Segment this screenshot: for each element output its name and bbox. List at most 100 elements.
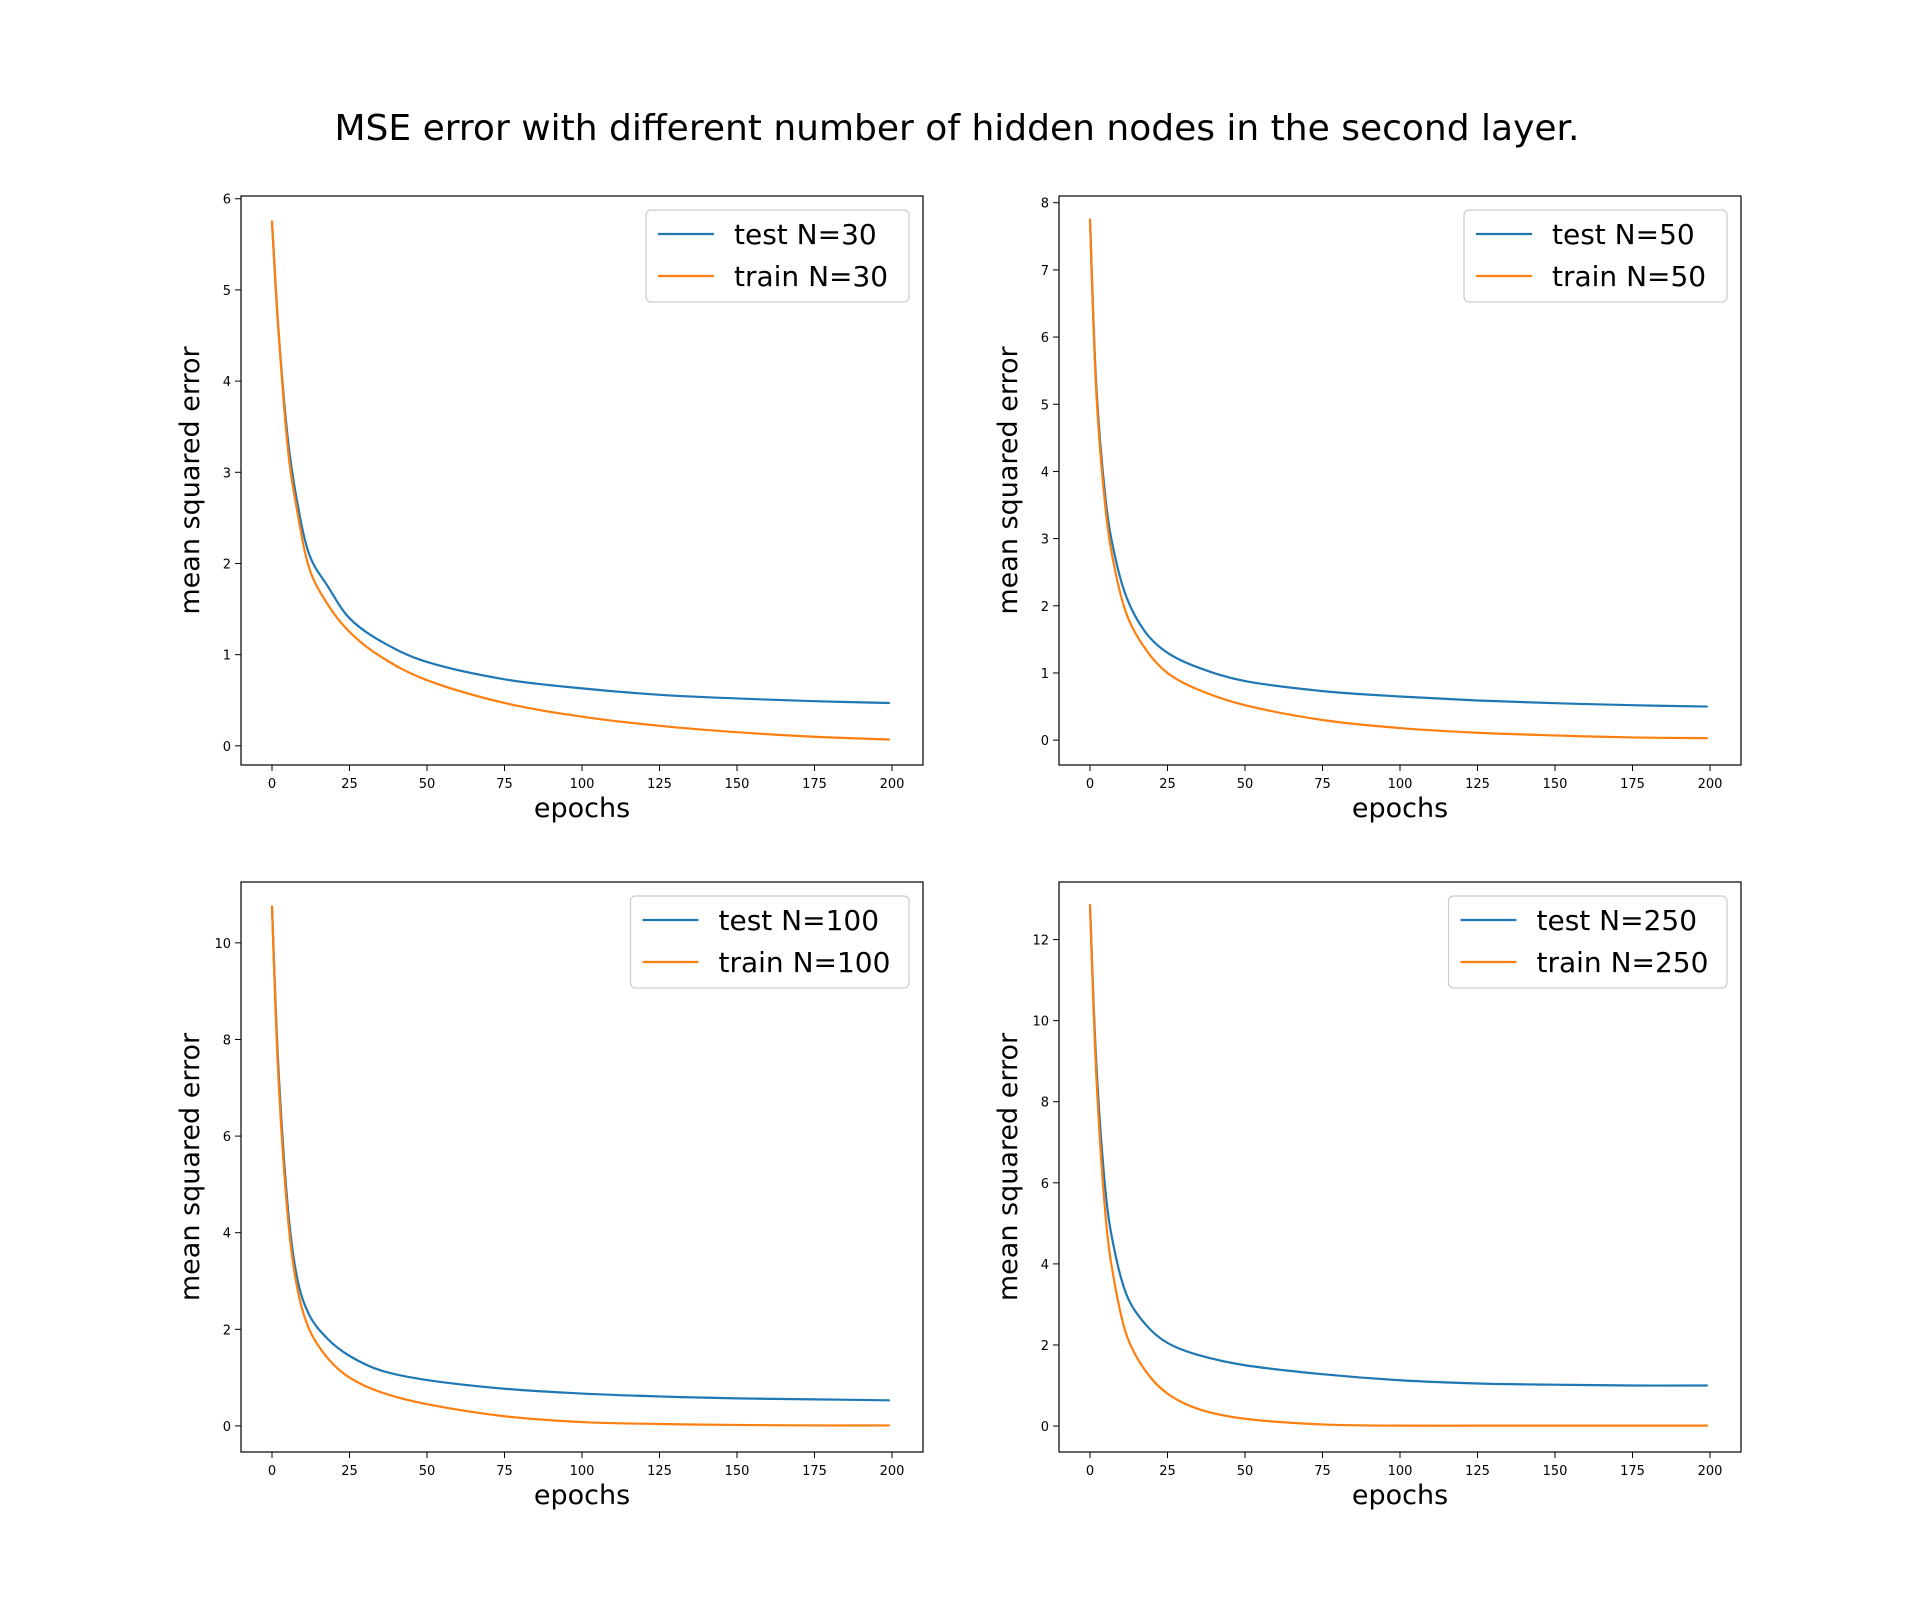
x-tick-label: 25 [1159, 777, 1176, 792]
x-tick-label: 200 [1698, 1464, 1723, 1479]
x-tick-label: 100 [570, 1464, 595, 1479]
x-tick-label: 125 [1465, 777, 1490, 792]
x-tick-label: 50 [1237, 1464, 1254, 1479]
x-tick-label: 175 [802, 1464, 827, 1479]
x-tick-label: 175 [802, 777, 827, 792]
x-tick-label: 100 [1388, 1464, 1413, 1479]
y-tick-label: 3 [1041, 533, 1049, 548]
y-axis-label: mean squared error [993, 345, 1024, 614]
series-line-train [270, 220, 890, 741]
series-group [1088, 218, 1708, 740]
y-tick-label: 1 [223, 649, 231, 664]
subplot-4: 0 25 50 75 100 125 150 175 200 0 2 4 6 8 10 12 epochs mea… [993, 881, 1742, 1511]
y-axis-label: mean squared error [175, 1032, 206, 1301]
legend-label-test: test N=30 [734, 218, 877, 251]
legend: test N=50 train N=50 [1463, 209, 1728, 303]
y-tick-label: 0 [1041, 734, 1049, 749]
legend-label-test: test N=250 [1537, 904, 1698, 937]
x-tick-label: 100 [570, 777, 595, 792]
y-axis-label: mean squared error [175, 345, 206, 614]
x-tick-label: 25 [1159, 1464, 1176, 1479]
x-tick-label: 25 [341, 777, 358, 792]
x-tick-label: 200 [880, 1464, 905, 1479]
subplot-2: 0 25 50 75 100 125 150 175 200 0 1 2 3 4 5 6 7 8 epochs mea… [993, 195, 1742, 824]
x-axis-label: epochs [1352, 793, 1448, 824]
y-tick-label: 4 [1041, 465, 1049, 480]
x-tick-label: 175 [1620, 777, 1645, 792]
x-tick-label: 175 [1620, 1464, 1645, 1479]
y-tick-label: 8 [1041, 197, 1049, 212]
figure-title: MSE error with different number of hidde… [335, 108, 1580, 149]
y-tick-label: 6 [1041, 1177, 1049, 1192]
y-tick-label: 7 [1041, 264, 1049, 279]
x-tick-label: 150 [1543, 1464, 1568, 1479]
x-tick-label: 75 [1314, 777, 1331, 792]
y-tick-label: 0 [223, 740, 231, 755]
y-tick-label: 12 [1032, 934, 1049, 949]
x-tick-label: 200 [1698, 777, 1723, 792]
series-group [270, 905, 890, 1427]
x-axis-label: epochs [1352, 1480, 1448, 1511]
y-tick-label: 8 [223, 1033, 231, 1048]
series-line-test [1088, 904, 1708, 1387]
x-tick-label: 0 [1086, 1464, 1094, 1479]
legend-label-train: train N=100 [719, 946, 891, 979]
x-tick-label: 200 [880, 777, 905, 792]
legend: test N=100 train N=100 [629, 895, 910, 989]
x-tick-label: 75 [1314, 1464, 1331, 1479]
y-tick-label: 2 [1041, 600, 1049, 615]
x-tick-label: 125 [647, 777, 672, 792]
legend-label-train: train N=30 [734, 260, 888, 293]
y-tick-label: 2 [223, 1323, 231, 1338]
x-tick-label: 0 [1086, 777, 1094, 792]
x-tick-label: 75 [496, 777, 513, 792]
x-tick-label: 75 [496, 1464, 513, 1479]
y-tick-label: 1 [1041, 667, 1049, 682]
x-tick-label: 50 [1237, 777, 1254, 792]
y-tick-label: 4 [223, 1227, 231, 1242]
x-axis-label: epochs [534, 793, 630, 824]
y-tick-label: 3 [223, 466, 231, 481]
y-tick-label: 6 [1041, 331, 1049, 346]
y-tick-label: 0 [1041, 1420, 1049, 1435]
x-tick-label: 50 [419, 777, 436, 792]
legend-box [629, 895, 910, 989]
y-tick-label: 10 [214, 937, 231, 952]
x-tick-label: 150 [725, 777, 750, 792]
y-tick-label: 10 [1032, 1015, 1049, 1030]
x-tick-label: 150 [1543, 777, 1568, 792]
y-tick-label: 2 [1041, 1339, 1049, 1354]
series-line-train [270, 905, 890, 1427]
y-tick-label: 5 [223, 284, 231, 299]
legend-label-train: train N=50 [1552, 260, 1706, 293]
series-group [270, 220, 890, 741]
y-axis-label: mean squared error [993, 1032, 1024, 1301]
subplot-1: 0 25 50 75 100 125 150 175 200 0 1 2 3 4 5 6 epochs mean … [175, 193, 924, 824]
legend: test N=30 train N=30 [645, 209, 910, 303]
y-tick-label: 0 [223, 1420, 231, 1435]
y-tick-label: 4 [223, 375, 231, 390]
legend-label-train: train N=250 [1537, 946, 1709, 979]
y-tick-label: 2 [223, 557, 231, 572]
x-tick-label: 125 [1465, 1464, 1490, 1479]
series-line-train [1088, 218, 1708, 740]
x-tick-label: 125 [647, 1464, 672, 1479]
legend-label-test: test N=50 [1552, 218, 1695, 251]
legend-box [1447, 895, 1728, 989]
y-tick-label: 6 [223, 1130, 231, 1145]
legend-label-test: test N=100 [719, 904, 880, 937]
subplot-3: 0 25 50 75 100 125 150 175 200 0 2 4 6 8 10 epochs mean … [175, 881, 924, 1511]
x-tick-label: 150 [725, 1464, 750, 1479]
x-tick-label: 50 [419, 1464, 436, 1479]
series-group [1088, 904, 1708, 1427]
y-tick-label: 6 [223, 193, 231, 208]
y-tick-label: 8 [1041, 1096, 1049, 1111]
legend: test N=250 train N=250 [1447, 895, 1728, 989]
x-tick-label: 0 [268, 1464, 276, 1479]
y-tick-label: 4 [1041, 1258, 1049, 1273]
x-tick-label: 0 [268, 777, 276, 792]
x-axis-label: epochs [534, 1480, 630, 1511]
x-tick-label: 100 [1388, 777, 1413, 792]
series-line-train [1088, 904, 1708, 1427]
